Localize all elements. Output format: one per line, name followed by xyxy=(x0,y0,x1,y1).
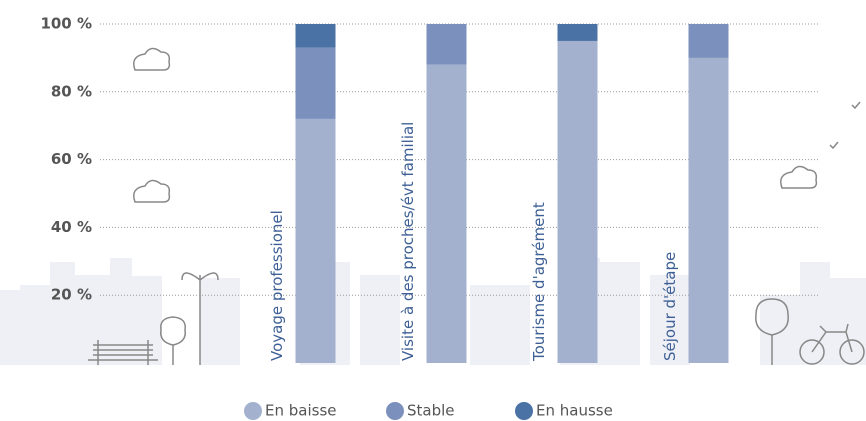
category-label: Visite à des proches/évt familial xyxy=(399,122,417,361)
legend-label: En baisse xyxy=(265,402,337,420)
y-tick-label: 40 % xyxy=(51,218,92,236)
bar-segment xyxy=(296,24,336,48)
bar-segment xyxy=(296,48,336,119)
category-label: Voyage professionel xyxy=(268,210,286,361)
y-tick-label: 60 % xyxy=(51,150,92,168)
legend-marker xyxy=(515,402,533,420)
bar-segment xyxy=(558,41,598,363)
category-label: Séjour d'étape xyxy=(661,252,679,361)
bar-segment xyxy=(689,58,729,363)
legend-label: Stable xyxy=(407,402,455,420)
bar-segment xyxy=(427,65,467,363)
category-label: Tourisme d'agrément xyxy=(530,202,548,362)
y-tick-label: 80 % xyxy=(51,82,92,100)
legend-marker xyxy=(244,402,262,420)
bar-segment xyxy=(558,24,598,41)
y-tick-label: 20 % xyxy=(51,286,92,304)
bar-segment xyxy=(296,119,336,363)
y-tick-label: 100 % xyxy=(40,15,92,33)
bar-segment xyxy=(427,24,467,65)
chart: 20 % 40 % 60 % 80 % 100 % Voyage professionel… xyxy=(0,0,866,421)
bar-segment xyxy=(689,24,729,58)
legend-label: En hausse xyxy=(536,402,613,420)
legend-marker xyxy=(386,402,404,420)
